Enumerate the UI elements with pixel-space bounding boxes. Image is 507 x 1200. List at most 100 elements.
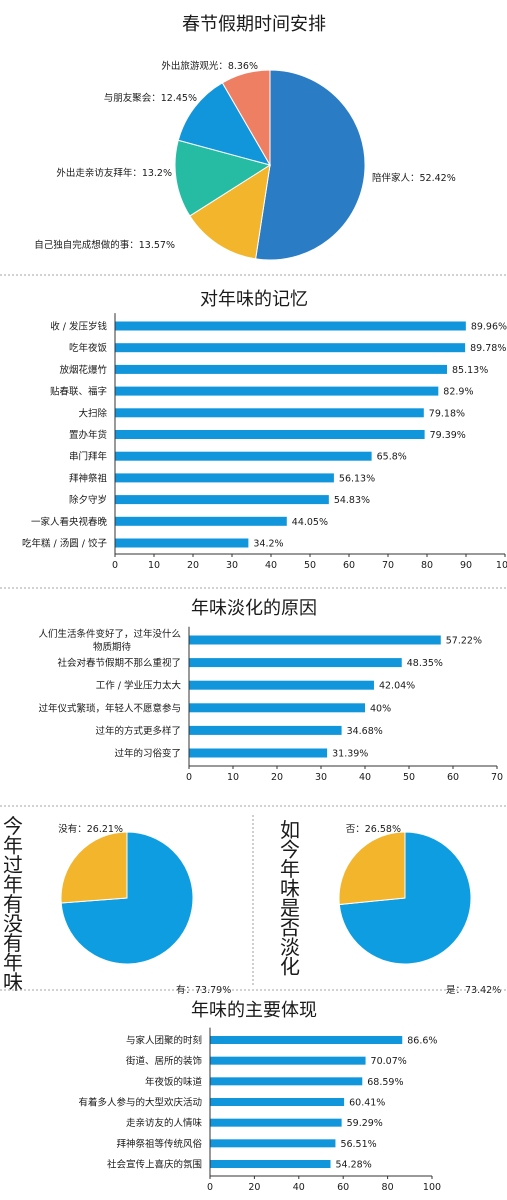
value-label: 85.13% xyxy=(452,365,488,376)
x-tick-label: 70 xyxy=(382,560,394,571)
x-tick-label: 10 xyxy=(148,560,160,571)
bar xyxy=(115,386,439,396)
slice-label: 外出旅游观光：8.36% xyxy=(161,60,258,72)
chart-title-reasons: 年味淡化的原因 xyxy=(191,598,317,619)
bar xyxy=(210,1056,366,1065)
vertical-title-char: 年 xyxy=(3,951,23,975)
vertical-title-char: 今 xyxy=(3,814,23,838)
bar xyxy=(115,495,329,505)
x-tick-label: 100 xyxy=(496,560,507,571)
vertical-title-char: 味 xyxy=(280,877,300,901)
slice-label: 有：73.79% xyxy=(176,984,231,996)
category-label: 大扫除 xyxy=(78,407,107,419)
category-label: 工作 / 学业压力太大 xyxy=(96,680,182,692)
x-tick-label: 0 xyxy=(186,772,192,783)
category-label: 街道、居所的装饰 xyxy=(126,1055,202,1067)
x-tick-label: 30 xyxy=(315,772,327,783)
category-label: 收 / 发压岁钱 xyxy=(50,321,107,333)
vertical-title-char: 年 xyxy=(280,857,300,881)
has-nianwei-pie-chart: 有：73.79% 没有：26.21% xyxy=(58,823,231,996)
x-tick-label: 50 xyxy=(304,560,316,571)
category-label: 过年仪式繁琐，年轻人不愿意参与 xyxy=(38,702,181,714)
slice-label: 自己独自完成想做的事：13.57% xyxy=(34,239,175,251)
schedule-pie-chart: 陪伴家人：52.42% 自己独自完成想做的事：13.57% 外出走亲访友拜年：13.… xyxy=(34,60,456,261)
value-label: 48.35% xyxy=(407,658,443,669)
bar xyxy=(189,748,328,758)
vertical-title-char: 年 xyxy=(3,873,23,897)
value-label: 68.59% xyxy=(367,1077,403,1088)
bar xyxy=(210,1077,363,1086)
vertical-title-char: 化 xyxy=(280,955,300,979)
x-tick-label: 80 xyxy=(382,1182,394,1193)
category-label: 社会宣传上喜庆的氛围 xyxy=(107,1159,202,1171)
category-label: 放烟花爆竹 xyxy=(59,364,107,376)
x-tick-label: 30 xyxy=(226,560,238,571)
schedule-pie-slice xyxy=(255,69,366,261)
bar xyxy=(189,725,342,735)
faded-pie-slice xyxy=(338,831,406,906)
value-label: 34.2% xyxy=(253,539,283,550)
category-label: 拜神祭祖 xyxy=(69,472,108,484)
chart-title-manifestation: 年味的主要体现 xyxy=(191,1000,317,1021)
bar xyxy=(210,1098,345,1106)
x-tick-label: 40 xyxy=(359,772,371,783)
vertical-title-char: 年 xyxy=(3,834,23,858)
schedule-pie-slice xyxy=(189,163,271,260)
bar xyxy=(210,1160,331,1168)
vertical-title-char: 有 xyxy=(3,931,23,955)
category-label: 贴春联、福字 xyxy=(50,386,107,398)
category-label: 社会对春节假期不那么重视了 xyxy=(57,657,181,669)
memory-bar-chart: 收 / 发压岁钱 89.96% 吃年夜饭 89.78% 放烟花爆竹 85.13% 贴春联、福… xyxy=(22,313,507,571)
category-label: 拜神祭祖等传统风俗 xyxy=(116,1138,202,1150)
slice-label: 陪伴家人：52.42% xyxy=(372,172,456,184)
x-tick-label: 10 xyxy=(227,772,239,783)
slice-label: 外出走亲访友拜年：13.2% xyxy=(56,167,172,179)
x-tick-label: 60 xyxy=(343,560,355,571)
value-label: 79.39% xyxy=(430,430,466,441)
chart-title-schedule: 春节假期时间安排 xyxy=(182,14,326,35)
category-label: 过年的习俗变了 xyxy=(114,748,181,760)
slice-label: 否：26.58% xyxy=(346,824,401,835)
bar xyxy=(189,658,402,668)
vertical-title-char: 是 xyxy=(280,896,300,920)
x-tick-label: 20 xyxy=(187,560,199,571)
vertical-title-char: 味 xyxy=(3,970,23,994)
bar xyxy=(115,538,249,548)
vertical-title-char: 否 xyxy=(280,916,300,940)
bar xyxy=(115,408,424,418)
bar xyxy=(189,635,441,645)
bar xyxy=(115,321,466,331)
reasons-bar-chart: 人们生活条件变好了，过年没什么物质期待 57.22% 社会对春节假期不那么重视了 48… xyxy=(38,626,503,783)
value-label: 40% xyxy=(370,703,391,714)
vertical-title-char: 淡 xyxy=(280,935,300,959)
x-tick-label: 0 xyxy=(112,560,118,571)
category-label: 人们生活条件变好了，过年没什么物质期待 xyxy=(38,628,181,653)
slice-label: 与朋友聚会：12.45% xyxy=(104,92,197,104)
category-label: 一家人看央视春晚 xyxy=(31,516,108,528)
has-nianwei-pie-slice xyxy=(60,831,128,904)
category-label: 除夕守岁 xyxy=(69,494,107,506)
value-label: 54.83% xyxy=(334,495,370,506)
bar xyxy=(210,1118,342,1127)
vertical-title-char: 如 xyxy=(280,818,300,842)
value-label: 82.9% xyxy=(443,387,473,398)
value-label: 79.18% xyxy=(429,408,465,419)
bar xyxy=(115,516,287,526)
category-label: 吃年糕 / 汤圆 / 饺子 xyxy=(22,538,107,550)
schedule-pie-slice xyxy=(174,139,272,217)
value-label: 65.8% xyxy=(377,452,407,463)
schedule-pie-slice xyxy=(177,82,272,166)
vertical-title-char: 没 xyxy=(3,912,23,936)
bar xyxy=(115,451,372,461)
x-tick-label: 80 xyxy=(421,560,433,571)
vertical-title-char: 有 xyxy=(3,892,23,916)
value-label: 59.29% xyxy=(347,1118,383,1129)
value-label: 56.51% xyxy=(340,1139,376,1150)
value-label: 86.6% xyxy=(407,1036,437,1047)
x-tick-label: 60 xyxy=(447,772,459,783)
value-label: 54.28% xyxy=(336,1160,372,1171)
faded-pie-chart: 是：73.42% 否：26.58% xyxy=(338,824,501,996)
bar xyxy=(115,364,448,374)
x-tick-label: 40 xyxy=(293,1182,305,1193)
category-label: 年夜饭的味道 xyxy=(145,1076,203,1088)
